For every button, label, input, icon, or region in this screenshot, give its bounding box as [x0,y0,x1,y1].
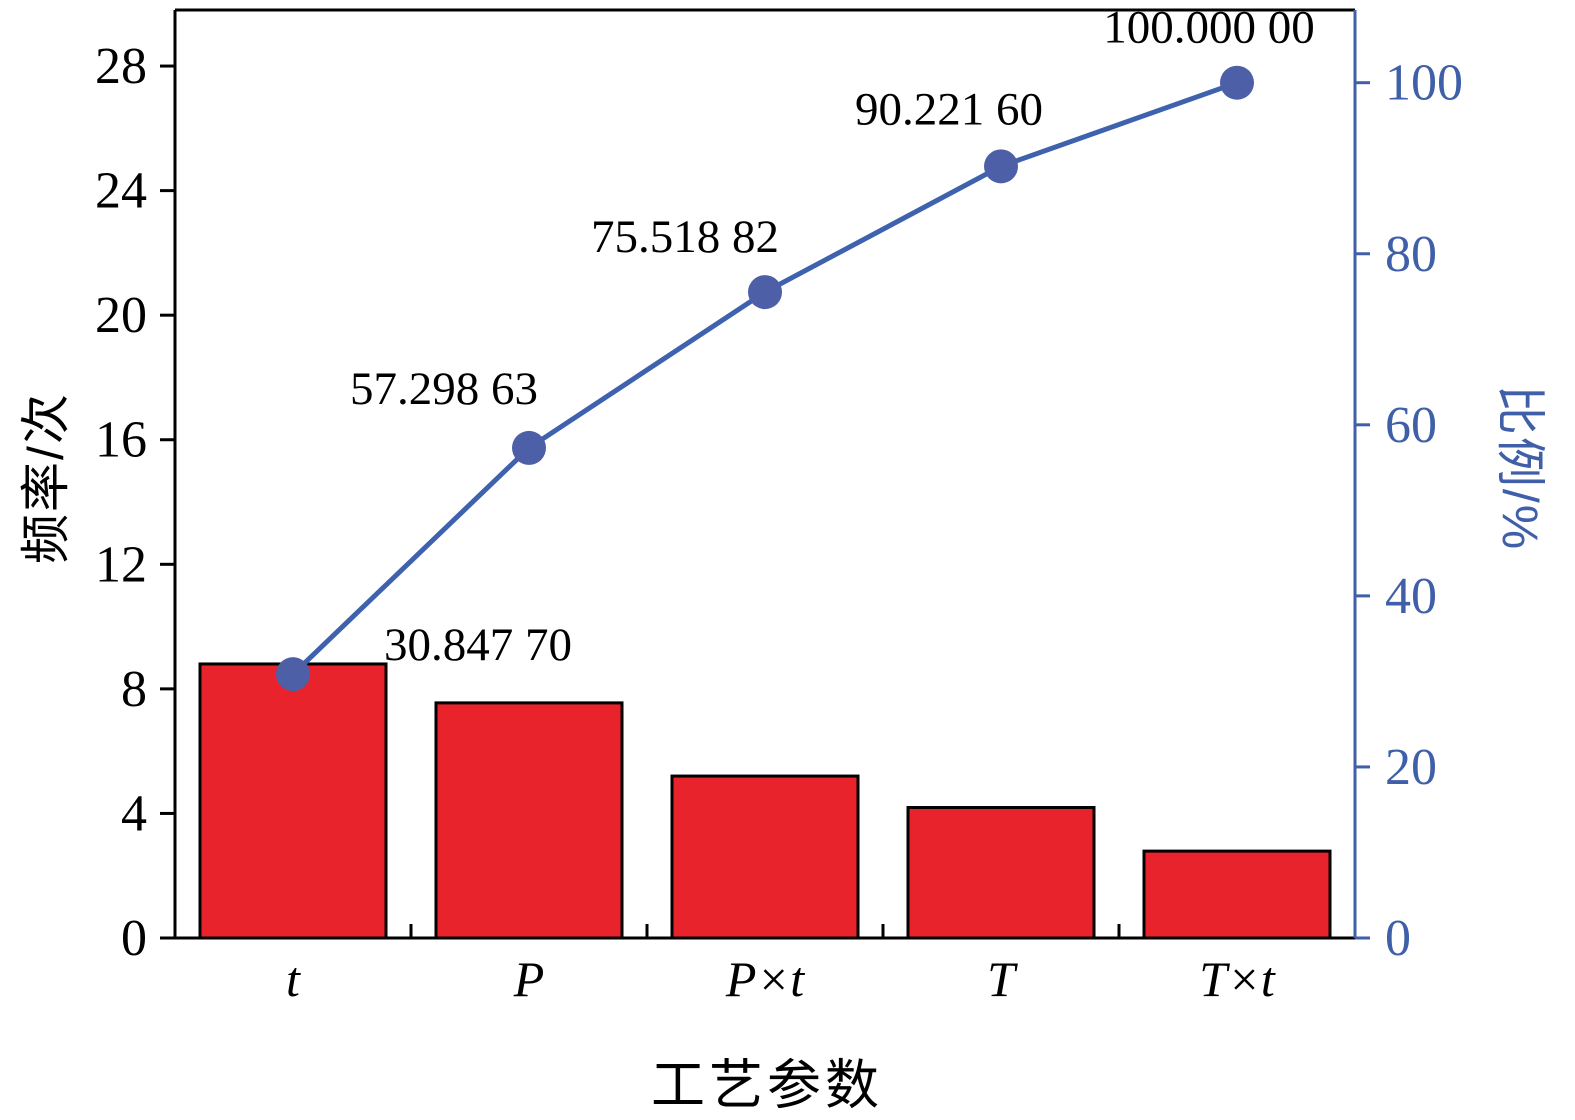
right-tick-label: 80 [1385,226,1437,283]
bar-t [198,662,388,940]
bar-T×t [1142,849,1332,940]
right-tick-label: 0 [1385,910,1411,967]
left-axis-title: 频率/次 [18,392,74,564]
bar-T [906,806,1096,940]
right-tick-label: 20 [1385,739,1437,796]
left-tick-label: 12 [95,536,147,593]
right-axis-title: 比例/% [1492,384,1548,552]
right-tick-label: 40 [1385,568,1437,625]
bar-P×t [670,774,860,940]
point-label-4: 100.000 00 [1103,2,1315,54]
category-label-3: T [987,951,1018,1007]
point-label-0: 30.847 70 [384,619,572,671]
line-marker-0 [276,657,310,692]
category-label-4: T×t [1199,951,1276,1007]
category-label-0: t [286,951,301,1007]
line-marker-2 [748,275,782,310]
left-tick-label: 16 [95,412,147,469]
line-marker-1 [512,430,546,465]
x-axis-title: 工艺参数 [651,1055,883,1116]
line-marker-4 [1220,65,1254,100]
left-tick-label: 20 [95,287,147,344]
right-tick-label: 60 [1385,397,1437,454]
left-tick-label: 0 [121,910,147,967]
point-label-1: 57.298 63 [350,363,538,415]
point-label-2: 75.518 82 [591,211,779,263]
line-marker-3 [984,149,1018,184]
left-tick-label: 24 [95,163,147,220]
left-tick-label: 8 [121,661,147,718]
category-label-2: P×t [725,951,805,1007]
right-tick-label: 100 [1385,55,1463,112]
bar-P [434,701,624,940]
category-label-1: P [513,951,545,1007]
left-tick-label: 4 [121,785,147,842]
point-label-3: 90.221 60 [855,83,1043,135]
left-tick-label: 28 [95,38,147,95]
